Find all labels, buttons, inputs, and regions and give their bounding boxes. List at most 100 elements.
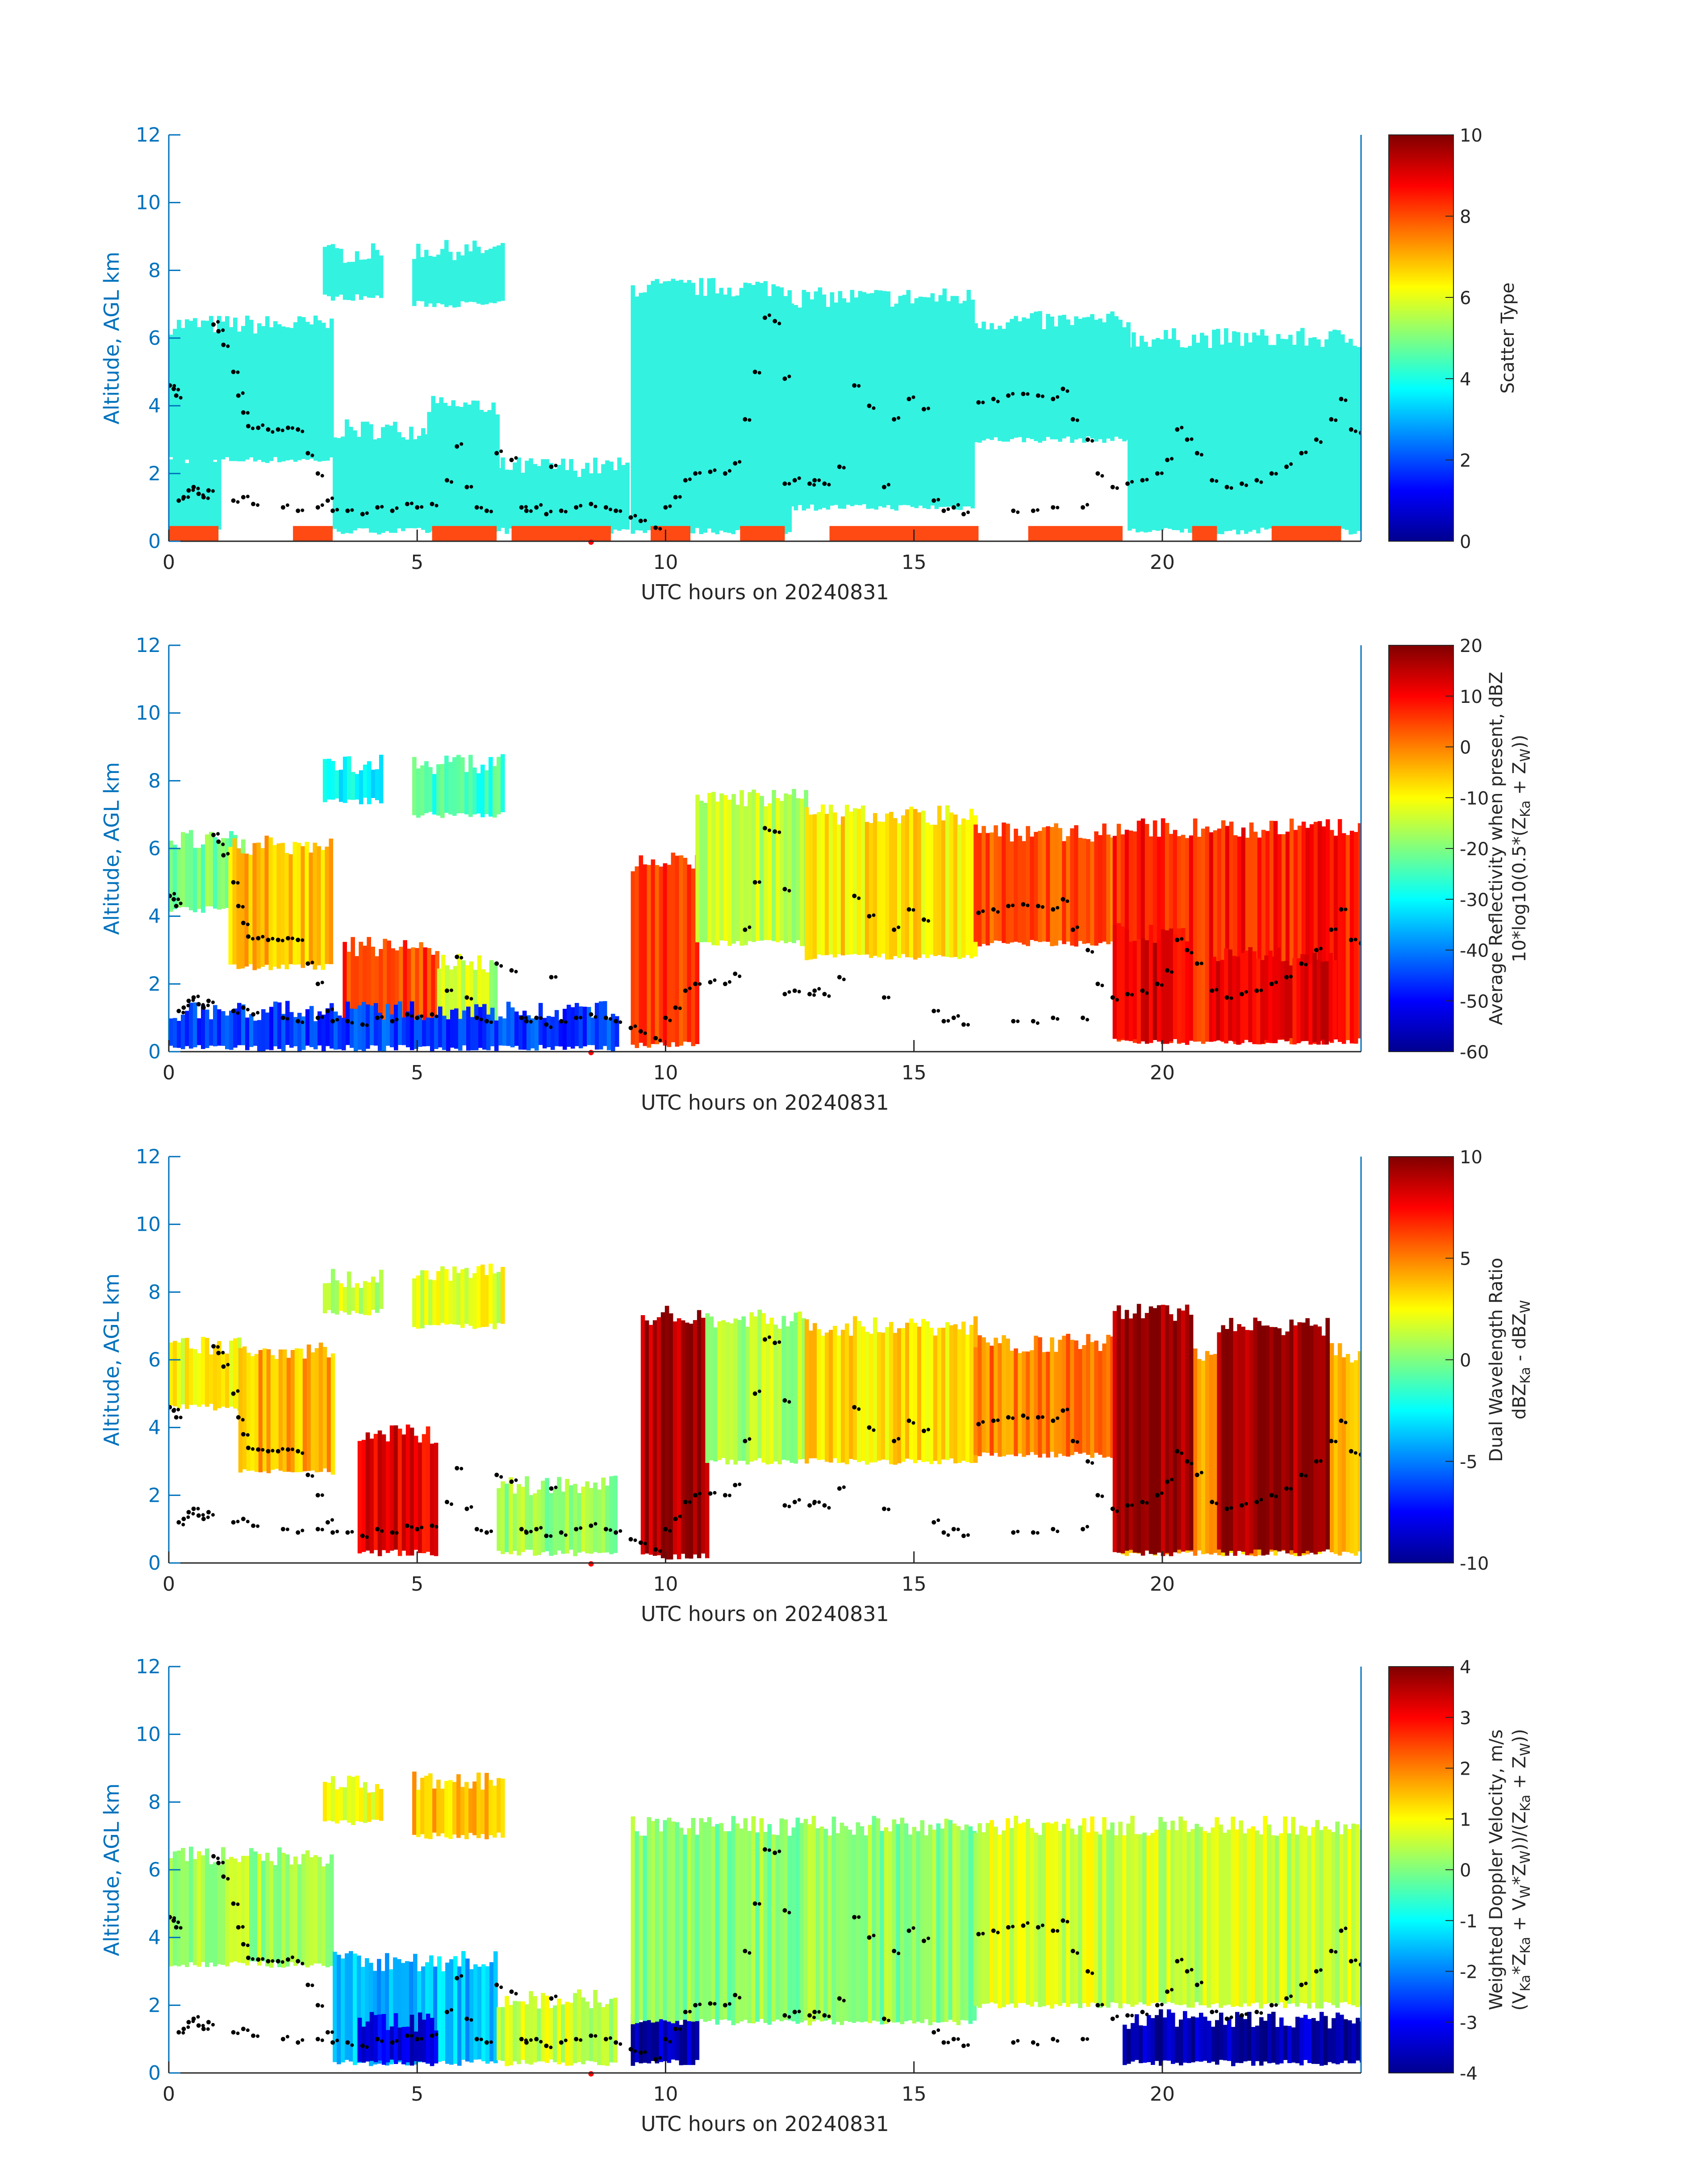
data-region-8	[908, 1834, 913, 2021]
x-axis-label: UTC hours on 20240831	[641, 1602, 889, 1626]
data-region-9	[1110, 311, 1115, 441]
data-region-7	[727, 288, 732, 533]
trace-point	[589, 1012, 593, 1017]
data-region-8	[713, 1327, 718, 1462]
trace-point	[852, 383, 857, 388]
data-region-10	[1151, 2018, 1155, 2065]
data-region-10	[1259, 2017, 1264, 2066]
trace-point	[668, 504, 672, 508]
data-region-8	[743, 1818, 748, 2020]
data-region-9	[1199, 1826, 1203, 2006]
trace-point	[872, 1934, 876, 1938]
trace-point	[186, 1510, 191, 1515]
trace-point	[534, 505, 539, 510]
trace-point	[499, 964, 503, 968]
data-region-8	[968, 1826, 973, 2024]
data-region-11	[169, 459, 173, 530]
colorbar-tick-label: 3	[1460, 1708, 1471, 1729]
trace-point	[1215, 988, 1219, 992]
trace-point	[455, 1466, 459, 1471]
data-region-7	[643, 292, 647, 533]
trace-point	[604, 1527, 608, 1532]
data-region-8	[830, 292, 835, 506]
trace-point	[663, 505, 668, 510]
trace-point	[1314, 1459, 1319, 1464]
trace-point	[867, 1935, 872, 1940]
data-region-1	[189, 321, 193, 459]
data-region-9	[1255, 1830, 1259, 2003]
trace-point	[246, 424, 251, 429]
data-region-6	[589, 1488, 593, 1554]
data-region-8	[888, 1831, 893, 2022]
data-region-10	[1006, 1338, 1010, 1455]
data-region-9	[1271, 1835, 1275, 2003]
data-region-2	[242, 1346, 247, 1470]
trace-point	[1026, 903, 1030, 907]
data-region-9	[1078, 318, 1082, 439]
trace-point	[936, 1009, 940, 1013]
trace-point	[1240, 992, 1244, 997]
trace-point	[1284, 975, 1289, 980]
data-region-11	[1110, 837, 1115, 942]
data-region-1	[177, 1851, 181, 1967]
data-region-3	[351, 1287, 355, 1311]
data-region-5	[377, 2014, 382, 2061]
trace-point	[1086, 1018, 1089, 1022]
trace-point	[768, 1335, 771, 1339]
data-region-1	[269, 1861, 274, 1968]
trace-point	[326, 2030, 330, 2035]
data-region-3	[472, 1781, 477, 1835]
trace-point	[514, 969, 518, 974]
data-region-6	[525, 460, 529, 534]
data-region-2	[417, 435, 422, 528]
data-region-10	[1223, 2025, 1228, 2060]
data-region-3	[355, 1283, 359, 1313]
data-region-10	[1171, 2013, 1175, 2064]
trace-point	[1224, 1506, 1229, 1511]
data-region-9	[703, 802, 708, 942]
data-region-5	[369, 1438, 374, 1554]
data-region-9	[1026, 318, 1030, 438]
trace-point	[1075, 1440, 1079, 1444]
data-region-11	[173, 462, 177, 533]
trace-point	[280, 2037, 285, 2042]
trace-point	[345, 2040, 350, 2045]
trace-point	[658, 1549, 662, 1553]
data-region-8	[687, 1828, 692, 2021]
trace-point	[837, 1486, 842, 1491]
trace-point	[906, 1928, 911, 1933]
data-region-9	[1054, 326, 1058, 439]
data-region-4	[347, 262, 351, 300]
data-region-7	[677, 1318, 681, 1559]
data-region-13	[1161, 929, 1165, 1044]
surface-band-7	[829, 526, 979, 541]
trace-point	[430, 1523, 434, 1528]
data-region-10	[1284, 339, 1289, 531]
trace-point	[360, 2043, 365, 2048]
trace-point	[782, 1503, 787, 1508]
data-region-11	[1341, 1357, 1346, 1552]
data-region-9	[1215, 1817, 1219, 2003]
trace-point	[280, 1960, 284, 1964]
trace-point	[782, 992, 787, 997]
data-region-9	[994, 1826, 998, 2004]
data-region-6	[541, 1480, 545, 1553]
trace-point	[678, 495, 682, 499]
trace-point	[1274, 2003, 1278, 2007]
data-region-4	[476, 1266, 481, 1328]
data-region-6	[601, 464, 606, 535]
data-region-10	[1022, 1351, 1026, 1457]
data-region-10	[929, 824, 934, 955]
data-region-7	[659, 2006, 664, 2062]
data-region-1	[169, 1858, 173, 1967]
data-region-3	[443, 403, 448, 534]
data-region-12	[1261, 830, 1266, 1045]
data-region-3	[497, 1778, 501, 1833]
data-region-10	[1110, 1336, 1115, 1458]
data-region-7	[635, 296, 639, 531]
trace-point	[797, 476, 801, 480]
data-region-4	[480, 1264, 485, 1327]
trace-point	[544, 1534, 549, 1538]
trace-point	[266, 427, 271, 432]
